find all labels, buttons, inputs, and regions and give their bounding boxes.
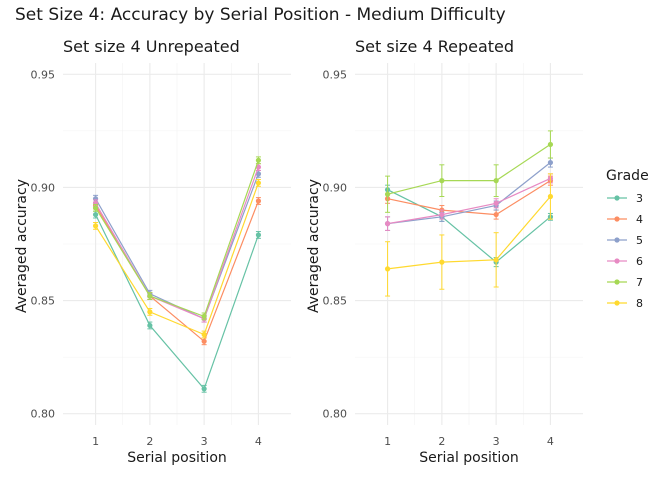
data-point	[201, 338, 207, 344]
data-point	[439, 178, 445, 184]
data-point	[255, 171, 262, 177]
series-line	[95, 166, 259, 320]
x-tick-label: 3	[201, 435, 208, 448]
legend-item-8: 8	[607, 297, 643, 310]
legend-key-point	[614, 195, 620, 201]
data-point	[201, 331, 207, 338]
legend-label: 7	[636, 276, 643, 289]
panel-title-unrepeated: Set size 4 Unrepeated	[63, 37, 240, 56]
legend-label: 3	[636, 192, 643, 205]
data-point	[92, 211, 99, 218]
data-point	[547, 193, 554, 200]
data-point	[255, 157, 262, 163]
data-point	[255, 198, 262, 204]
plot-area-repeated: 0.80 0.85 0.90 0.95 1 2 3 4	[323, 63, 583, 448]
series-grade-7	[384, 130, 554, 213]
legend-item-5: 5	[607, 234, 643, 247]
legend-key-point	[614, 237, 620, 243]
legend: Grade 3 4 5 6 7 8	[606, 168, 649, 310]
legend-label: 8	[636, 297, 643, 310]
series-line	[387, 162, 551, 225]
legend-item-7: 7	[607, 276, 643, 289]
legend-label: 5	[636, 234, 643, 247]
y-tick-label: 0.85	[323, 295, 348, 308]
data-point	[439, 211, 445, 218]
series-line	[95, 160, 259, 318]
y-tick-label: 0.85	[31, 295, 56, 308]
data-point	[201, 386, 207, 392]
data-point	[493, 211, 499, 218]
legend-key-point	[614, 279, 620, 285]
data-point	[384, 221, 391, 227]
legend-label: 4	[636, 213, 643, 226]
plot-area-unrepeated: 0.80 0.85 0.90 0.95 1 2 3 4	[31, 63, 291, 448]
legend-key-point	[614, 300, 620, 306]
y-tick-label: 0.95	[323, 68, 348, 81]
x-tick-label: 4	[255, 435, 262, 448]
data-point	[201, 313, 207, 319]
legend-label: 6	[636, 255, 643, 268]
data-point	[147, 309, 153, 315]
gridlines	[63, 63, 291, 425]
x-tick-label: 3	[493, 435, 500, 448]
data-point	[493, 178, 499, 184]
data-point	[493, 200, 499, 206]
x-tick-label: 1	[384, 435, 391, 448]
series-line	[387, 143, 551, 195]
legend-items: 3 4 5 6 7 8	[607, 192, 643, 310]
data-point	[255, 180, 262, 186]
panel-title-repeated: Set size 4 Repeated	[355, 37, 514, 56]
legend-key-point	[614, 258, 620, 264]
y-tick-label: 0.90	[31, 181, 56, 194]
series-line	[387, 177, 551, 225]
data-point	[384, 191, 391, 197]
legend-item-4: 4	[607, 213, 643, 226]
series-grade-7	[92, 156, 262, 321]
y-tick-label: 0.80	[31, 408, 56, 421]
data-point	[92, 223, 99, 229]
series-grade-3	[92, 210, 262, 393]
x-axis-label-repeated: Serial position	[419, 450, 519, 466]
figure-title: Set Size 4: Accuracy by Serial Position …	[15, 5, 506, 25]
data-point	[255, 232, 262, 238]
data-point	[547, 159, 554, 166]
data-point	[493, 257, 499, 263]
data-point	[547, 141, 554, 148]
x-tick-label: 2	[146, 435, 153, 448]
series-line	[387, 196, 551, 270]
x-tick-label: 1	[92, 435, 99, 448]
gridlines	[355, 63, 583, 425]
legend-key-point	[614, 216, 620, 222]
y-tick-label: 0.90	[323, 181, 348, 194]
data-point	[384, 266, 391, 272]
data-point	[439, 259, 445, 265]
data-point	[92, 205, 99, 211]
y-axis-label-repeated: Averaged accuracy	[306, 179, 322, 313]
series-line	[387, 180, 551, 216]
y-axis-label-unrepeated: Averaged accuracy	[14, 179, 30, 313]
series-line	[95, 214, 259, 390]
panel-repeated: Set size 4 Repeated 0.80 0.85 0.90 0.95 1 2 3 4…	[306, 37, 583, 466]
series-grade-8	[384, 173, 554, 297]
legend-title: Grade	[606, 168, 649, 184]
series-grade-8	[92, 179, 262, 339]
series-line	[387, 189, 551, 263]
y-tick-label: 0.95	[31, 68, 56, 81]
data-point	[147, 322, 153, 329]
x-axis-label-unrepeated: Serial position	[127, 450, 227, 466]
data-point	[147, 293, 153, 299]
y-tick-label: 0.80	[323, 408, 348, 421]
series-line	[95, 182, 259, 336]
x-tick-label: 4	[547, 435, 554, 448]
panel-unrepeated: Set size 4 Unrepeated 0.80 0.85 0.90 0.95 1 2…	[14, 37, 291, 466]
legend-item-6: 6	[607, 255, 643, 268]
legend-item-3: 3	[607, 192, 643, 205]
x-tick-label: 2	[438, 435, 445, 448]
